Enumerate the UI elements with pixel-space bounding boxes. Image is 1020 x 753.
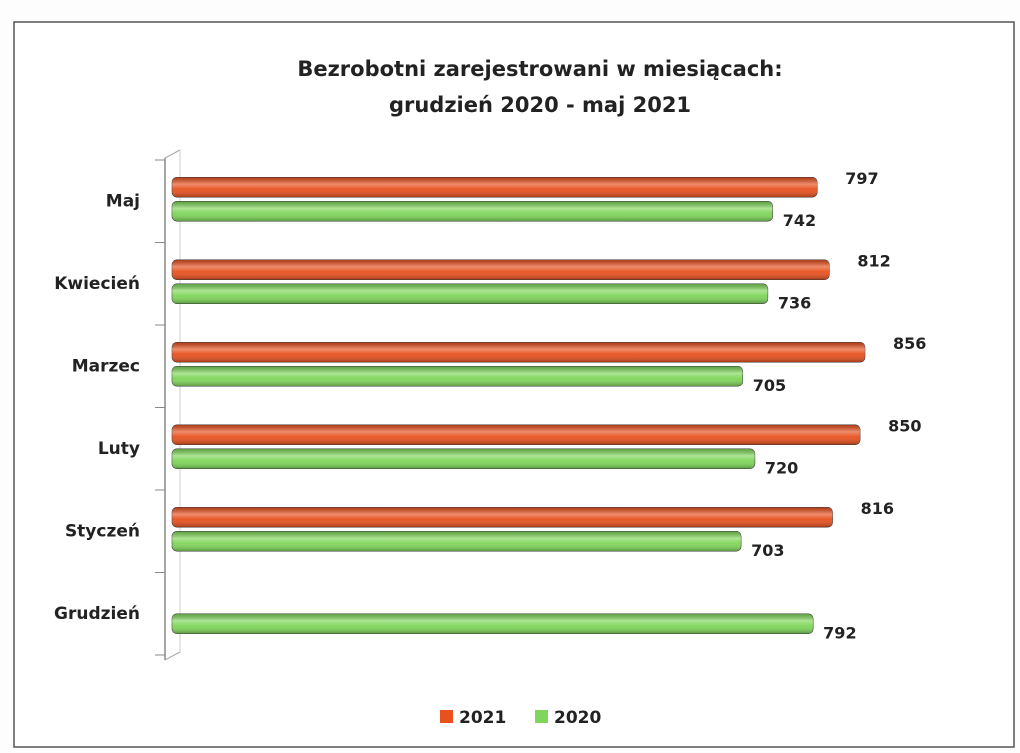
- axis-line: [164, 651, 181, 661]
- data-label: 703: [751, 541, 784, 560]
- data-label: 705: [753, 376, 786, 395]
- data-label: 797: [845, 169, 878, 188]
- data-label: 736: [778, 293, 811, 312]
- y-tick-label: Luty: [98, 439, 140, 459]
- y-tick-label: Kwiecień: [54, 274, 140, 294]
- y-tick-label: Marzec: [72, 356, 140, 376]
- bar-shine: [172, 531, 742, 552]
- bar-shine: [172, 507, 833, 528]
- y-tick-label: Styczeń: [65, 521, 140, 541]
- data-label: 812: [857, 251, 890, 270]
- bar-shine: [172, 613, 814, 634]
- bar-shine: [172, 342, 865, 363]
- bar-shine: [172, 366, 743, 387]
- bar-shine: [172, 201, 773, 222]
- data-label: 742: [783, 211, 816, 230]
- data-label: 792: [823, 623, 856, 642]
- y-tick-label: Grudzień: [54, 604, 140, 624]
- data-label: 850: [888, 416, 921, 435]
- bar-shine: [172, 448, 755, 469]
- legend-label: 2021: [459, 708, 506, 728]
- y-tick-label: Maj: [106, 191, 140, 211]
- legend-swatch: [535, 710, 548, 723]
- axis-line: [164, 149, 181, 159]
- data-label: 816: [861, 499, 894, 518]
- data-label: 856: [893, 334, 926, 353]
- chart-title: Bezrobotni zarejestrowani w miesiącach:: [297, 57, 782, 81]
- legend-swatch: [440, 710, 453, 723]
- chart-title: grudzień 2020 - maj 2021: [389, 93, 691, 117]
- bar-shine: [172, 177, 818, 198]
- data-label: 720: [765, 458, 798, 477]
- bar-shine: [172, 259, 830, 280]
- bar-shine: [172, 424, 861, 445]
- bar-shine: [172, 283, 768, 304]
- legend-label: 2020: [554, 708, 601, 728]
